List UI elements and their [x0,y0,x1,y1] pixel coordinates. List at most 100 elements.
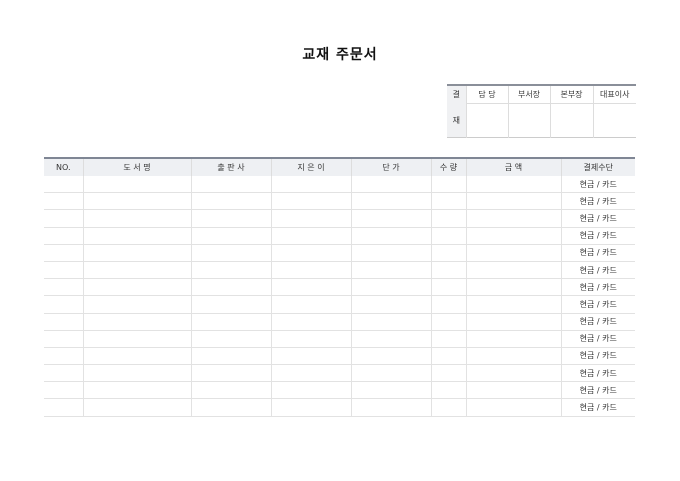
order-cell[interactable] [430,176,466,194]
order-cell[interactable] [270,295,351,314]
order-cell[interactable] [350,261,431,280]
order-cell[interactable] [82,227,191,245]
payment-method-cell[interactable]: 현금 / 카드 [560,381,635,400]
order-cell[interactable] [465,209,561,228]
order-cell[interactable] [465,347,561,366]
order-cell[interactable] [465,278,561,297]
order-cell[interactable] [465,381,561,400]
payment-method-cell[interactable]: 현금 / 카드 [560,261,635,280]
order-cell[interactable] [82,244,191,262]
order-cell[interactable] [44,192,83,211]
signature-cell[interactable] [465,103,508,138]
order-cell[interactable] [465,364,561,383]
order-cell[interactable] [82,381,191,400]
order-cell[interactable] [430,347,466,366]
payment-method-cell[interactable]: 현금 / 카드 [560,398,635,417]
order-cell[interactable] [350,381,431,400]
order-cell[interactable] [270,313,351,331]
order-cell[interactable] [44,295,83,314]
order-cell[interactable] [270,209,351,228]
order-cell[interactable] [350,295,431,314]
order-cell[interactable] [270,176,351,194]
order-cell[interactable] [82,261,191,280]
order-cell[interactable] [270,227,351,245]
order-cell[interactable] [82,192,191,211]
order-cell[interactable] [350,278,431,297]
order-cell[interactable] [82,313,191,331]
order-cell[interactable] [44,330,83,348]
order-cell[interactable] [82,176,191,194]
payment-method-cell[interactable]: 현금 / 카드 [560,313,635,331]
order-cell[interactable] [82,364,191,383]
order-cell[interactable] [350,227,431,245]
order-cell[interactable] [430,227,466,245]
order-cell[interactable] [465,313,561,331]
order-cell[interactable] [82,295,191,314]
order-cell[interactable] [430,330,466,348]
order-cell[interactable] [44,176,83,194]
order-cell[interactable] [430,381,466,400]
order-cell[interactable] [465,330,561,348]
order-cell[interactable] [465,398,561,417]
order-cell[interactable] [190,364,271,383]
order-cell[interactable] [270,347,351,366]
payment-method-cell[interactable]: 현금 / 카드 [560,278,635,297]
order-cell[interactable] [465,227,561,245]
order-cell[interactable] [82,398,191,417]
order-cell[interactable] [190,330,271,348]
order-cell[interactable] [44,398,83,417]
order-cell[interactable] [465,244,561,262]
order-cell[interactable] [44,347,83,366]
order-cell[interactable] [465,295,561,314]
order-cell[interactable] [82,209,191,228]
payment-method-cell[interactable]: 현금 / 카드 [560,227,635,245]
order-cell[interactable] [350,398,431,417]
order-cell[interactable] [430,209,466,228]
order-cell[interactable] [44,381,83,400]
order-cell[interactable] [44,261,83,280]
payment-method-cell[interactable]: 현금 / 카드 [560,364,635,383]
order-cell[interactable] [270,381,351,400]
order-cell[interactable] [430,244,466,262]
order-cell[interactable] [430,398,466,417]
order-cell[interactable] [350,364,431,383]
order-cell[interactable] [44,244,83,262]
order-cell[interactable] [44,209,83,228]
order-cell[interactable] [82,347,191,366]
order-cell[interactable] [190,227,271,245]
order-cell[interactable] [270,244,351,262]
order-cell[interactable] [270,278,351,297]
order-cell[interactable] [430,192,466,211]
payment-method-cell[interactable]: 현금 / 카드 [560,330,635,348]
order-cell[interactable] [270,330,351,348]
payment-method-cell[interactable]: 현금 / 카드 [560,295,635,314]
order-cell[interactable] [270,261,351,280]
order-cell[interactable] [190,398,271,417]
order-cell[interactable] [350,209,431,228]
payment-method-cell[interactable]: 현금 / 카드 [560,244,635,262]
order-cell[interactable] [190,192,271,211]
order-cell[interactable] [270,192,351,211]
order-cell[interactable] [190,209,271,228]
order-cell[interactable] [350,192,431,211]
signature-cell[interactable] [507,103,550,138]
order-cell[interactable] [350,313,431,331]
payment-method-cell[interactable]: 현금 / 카드 [560,209,635,228]
order-cell[interactable] [190,244,271,262]
order-cell[interactable] [44,227,83,245]
order-cell[interactable] [465,261,561,280]
order-cell[interactable] [350,244,431,262]
payment-method-cell[interactable]: 현금 / 카드 [560,192,635,211]
order-cell[interactable] [190,261,271,280]
order-cell[interactable] [270,398,351,417]
order-cell[interactable] [430,364,466,383]
order-cell[interactable] [44,364,83,383]
order-cell[interactable] [82,278,191,297]
order-cell[interactable] [82,330,191,348]
order-cell[interactable] [430,295,466,314]
order-cell[interactable] [350,176,431,194]
order-cell[interactable] [430,278,466,297]
order-cell[interactable] [465,176,561,194]
order-cell[interactable] [190,313,271,331]
signature-cell[interactable] [592,103,636,138]
